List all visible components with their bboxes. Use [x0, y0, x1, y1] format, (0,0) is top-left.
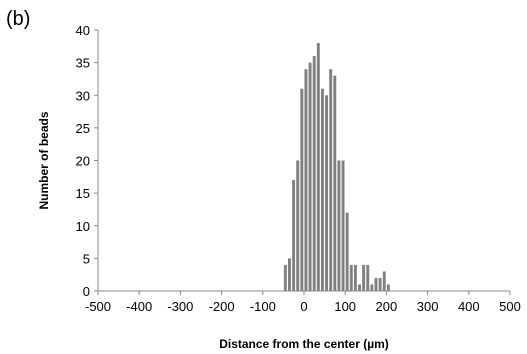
- histogram-bar: [337, 160, 341, 291]
- y-axis-title: Number of beads: [37, 111, 51, 209]
- histogram-bar: [308, 62, 312, 291]
- x-tick-label: 500: [499, 299, 521, 314]
- y-tick-label: 0: [83, 284, 90, 299]
- x-tick-label: -200: [209, 299, 235, 314]
- y-tick-label: 15: [76, 186, 90, 201]
- x-tick-label: 0: [300, 299, 307, 314]
- x-tick-label: 100: [334, 299, 356, 314]
- histogram-bar: [325, 95, 329, 291]
- histogram-bar: [382, 271, 386, 291]
- histogram-bar: [296, 160, 300, 291]
- histogram-bar: [329, 69, 333, 292]
- histogram-bar: [362, 264, 366, 291]
- histogram-bar: [374, 277, 378, 291]
- x-tick-label: 400: [458, 299, 480, 314]
- bars-group: [283, 43, 390, 292]
- x-tick-label: 300: [417, 299, 439, 314]
- y-tick-label: 30: [76, 88, 90, 103]
- panel-label: (b): [6, 8, 31, 30]
- histogram-bar: [370, 284, 374, 291]
- histogram-bar: [283, 264, 287, 291]
- x-tick-label: -100: [250, 299, 276, 314]
- histogram-bar: [300, 88, 304, 291]
- histogram-bar: [353, 264, 357, 291]
- histogram-bar: [320, 88, 324, 291]
- y-tick-label: 25: [76, 121, 90, 136]
- histogram-bar: [358, 284, 361, 291]
- histogram-bar: [341, 160, 345, 291]
- histogram-bar: [312, 56, 316, 291]
- x-tick-label: 200: [376, 299, 398, 314]
- histogram-bar: [349, 264, 353, 291]
- y-tick-label: 40: [76, 23, 90, 38]
- x-axis-ticks: -500 -400 -300 -200 -100 0 100 200 300 400 500: [85, 291, 521, 314]
- histogram-bar: [378, 277, 382, 291]
- histogram-bar: [316, 43, 320, 291]
- histogram-bar: [288, 258, 291, 291]
- histogram-bar: [333, 75, 337, 291]
- y-tick-label: 35: [76, 56, 90, 71]
- x-tick-label: -400: [126, 299, 152, 314]
- y-tick-label: 20: [76, 154, 90, 169]
- y-tick-label: 10: [76, 219, 90, 234]
- histogram-bar: [304, 69, 308, 292]
- y-tick-label: 5: [83, 251, 90, 266]
- histogram-bar: [345, 212, 349, 291]
- x-tick-label: -300: [167, 299, 193, 314]
- histogram-bar: [386, 284, 390, 291]
- histogram-bar: [292, 180, 296, 291]
- y-axis-ticks: 0 5 10 15 20 25 30 35 40: [76, 23, 98, 299]
- histogram-bar: [366, 264, 370, 291]
- x-axis-title: Distance from the center (µm): [219, 337, 389, 351]
- x-tick-label: -500: [85, 299, 111, 314]
